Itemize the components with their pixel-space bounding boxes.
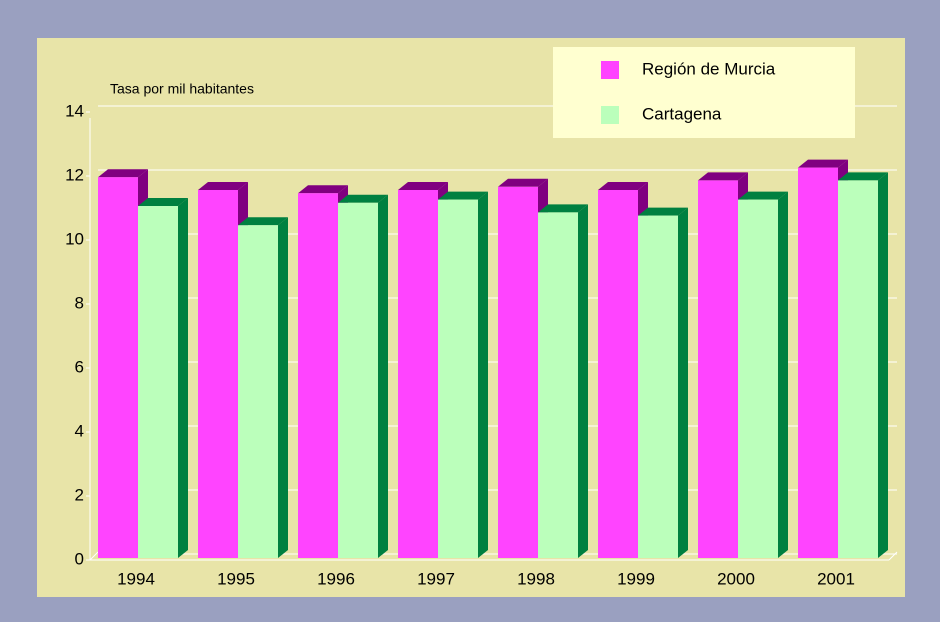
bar (298, 193, 338, 558)
bar-side (878, 172, 888, 558)
bar-top (838, 172, 888, 181)
bar (798, 167, 838, 558)
legend-swatch (601, 106, 619, 124)
bar (438, 199, 478, 558)
bar-side (478, 191, 488, 558)
bar (338, 202, 378, 559)
legend-label: Cartagena (642, 104, 722, 123)
bar-top (198, 182, 248, 190)
bar-top (98, 169, 148, 178)
x-tick-label: 2001 (817, 569, 855, 588)
bar (698, 180, 738, 558)
bar-side (678, 207, 688, 558)
bar (738, 199, 778, 558)
y-tick-label: 0 (75, 549, 84, 568)
bar-top (398, 182, 448, 190)
y-tick-label: 8 (75, 293, 84, 312)
y-tick-label: 10 (65, 229, 84, 248)
bar-top (438, 191, 488, 200)
bar-side (578, 204, 588, 558)
x-tick-label: 1999 (617, 569, 655, 588)
bar (138, 206, 178, 558)
y-tick-label: 14 (65, 101, 84, 120)
bar-top (498, 178, 548, 187)
x-tick-label: 2000 (717, 569, 755, 588)
floor-edge (89, 551, 99, 561)
y-axis-label: Tasa por mil habitantes (110, 81, 254, 97)
bar (598, 190, 638, 558)
bar (498, 186, 538, 559)
bar (538, 212, 578, 558)
bar-top (538, 204, 588, 213)
bar-top (798, 159, 848, 168)
legend-label: Región de Murcia (642, 59, 776, 78)
legend-swatch (601, 61, 619, 79)
bar-top (598, 182, 648, 190)
bar-side (278, 217, 288, 558)
bar (398, 190, 438, 558)
bar-top (638, 207, 688, 216)
y-tick-label: 4 (75, 421, 84, 440)
y-tick-label: 12 (65, 165, 84, 184)
y-tick-label: 2 (75, 485, 84, 504)
x-tick-label: 1994 (117, 569, 155, 588)
x-tick-label: 1995 (217, 569, 255, 588)
bar (638, 215, 678, 558)
bar (838, 180, 878, 558)
bar-top (298, 185, 348, 194)
bar (98, 177, 138, 558)
y-tick-label: 6 (75, 357, 84, 376)
bar-top (698, 172, 748, 181)
x-tick-label: 1996 (317, 569, 355, 588)
floor-edge (888, 551, 898, 561)
bar (198, 190, 238, 558)
x-tick-label: 1997 (417, 569, 455, 588)
bar-side (378, 194, 388, 559)
bar (238, 225, 278, 558)
bar-top (738, 191, 788, 200)
bar-top (238, 217, 288, 226)
bar-side (778, 191, 788, 558)
bar-side (178, 198, 188, 558)
bar-top (138, 198, 188, 206)
x-tick-label: 1998 (517, 569, 555, 588)
bar-top (338, 194, 388, 203)
